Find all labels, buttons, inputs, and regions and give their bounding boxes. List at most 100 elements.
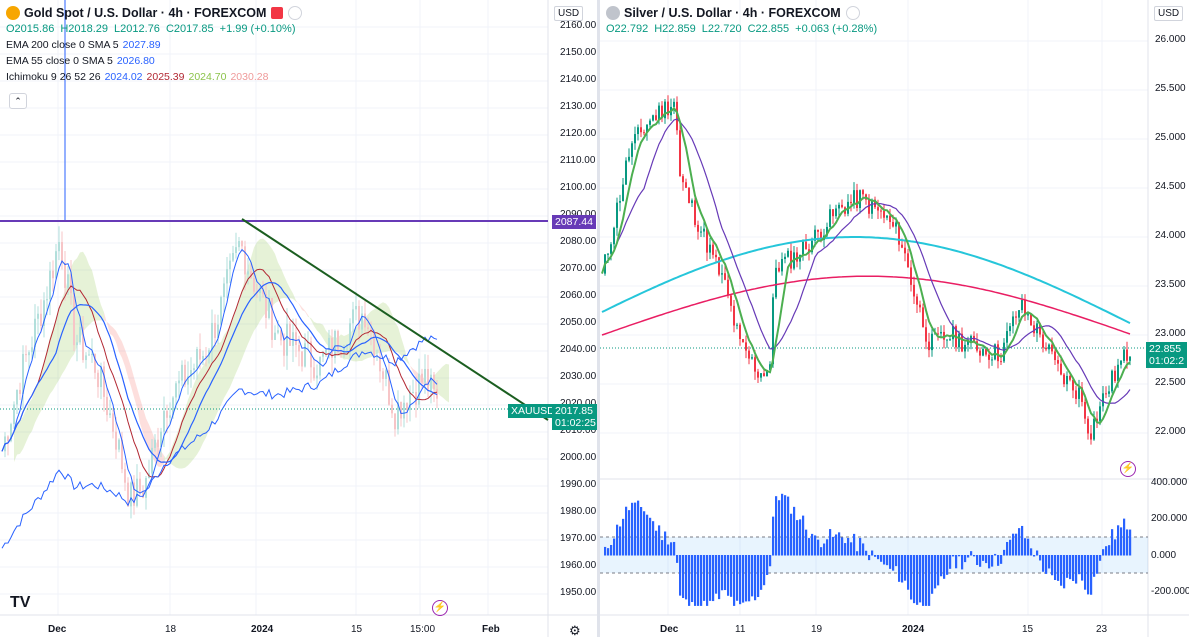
ichimoku-cloud (299, 303, 302, 311)
histogram-bar (661, 540, 664, 556)
silver-close: C22.855 (747, 23, 790, 35)
ichimoku-cloud (119, 336, 122, 358)
candle-body (931, 333, 933, 351)
candle-body (64, 263, 66, 288)
axis-label: 400.000 (1151, 477, 1188, 488)
ichimoku-cloud (134, 377, 137, 408)
candle-body (43, 300, 45, 326)
histogram-bar (754, 555, 757, 601)
ichimoku-cloud (308, 315, 311, 320)
settings-gear-icon[interactable]: ⚙ (569, 623, 581, 637)
candle-body (184, 364, 186, 385)
axis-label: 0.000 (1151, 549, 1177, 561)
candle-body (409, 392, 411, 411)
histogram-bar (1099, 555, 1102, 561)
ema200-line (1, 335, 438, 549)
ichimoku-cloud (281, 268, 284, 299)
histogram-bar (979, 555, 982, 567)
time-label: Dec (48, 624, 67, 635)
indicator-ema200[interactable]: EMA 200 close 0 SMA 5 2027.89 (6, 37, 302, 53)
histogram-bar (862, 543, 865, 556)
panel-divider[interactable] (597, 0, 600, 637)
silver-currency-button[interactable]: USD (1154, 6, 1184, 21)
time-label: 19 (811, 624, 823, 635)
histogram-bar (1093, 555, 1096, 577)
status-icon[interactable] (845, 6, 860, 20)
flag-icon[interactable] (271, 7, 284, 19)
candle-body (673, 101, 675, 107)
histogram-bar (925, 555, 928, 606)
candle-body (415, 392, 417, 405)
candle-body (1003, 342, 1005, 362)
candle-body (700, 231, 702, 233)
histogram-bar (823, 543, 826, 556)
candle-body (115, 431, 117, 450)
ichimoku-cloud (125, 349, 128, 377)
candle-body (46, 299, 48, 301)
ichimoku-cloud (437, 369, 440, 396)
gold-countdown: 01:02:25 (555, 417, 596, 429)
histogram-bar (883, 555, 886, 565)
indicator-ichimoku[interactable]: Ichimoku 9 26 52 26 2024.02 2025.39 2024… (6, 69, 302, 85)
candle-body (325, 350, 327, 353)
flash-icon[interactable]: ⚡ (432, 600, 448, 616)
ichimoku-cloud (380, 302, 383, 353)
candle-body (1099, 406, 1101, 422)
candle-body (178, 380, 180, 384)
tradingview-logo[interactable]: TV (10, 594, 31, 611)
histogram-bar (712, 555, 715, 602)
candle-body (622, 184, 624, 202)
flash-icon[interactable]: ⚡ (1120, 461, 1136, 477)
candle-body (34, 318, 36, 348)
histogram-bar (1045, 555, 1048, 574)
ichimoku-cloud (206, 353, 209, 438)
candle-body (1006, 331, 1008, 343)
silver-last-price: 22.855 (1149, 343, 1182, 355)
silver-chart-panel[interactable]: Silver / U.S. Dollar · 4h · FOREXCOM O22… (600, 0, 1189, 637)
candle-body (619, 201, 621, 203)
collapse-legend-button[interactable]: ⌃ (9, 93, 27, 109)
gold-title[interactable]: Gold Spot / U.S. Dollar · 4h · FOREXCOM (24, 6, 267, 20)
candle-body (268, 297, 270, 318)
ichimoku-cloud (26, 402, 29, 443)
candle-body (616, 202, 618, 228)
silver-title[interactable]: Silver / U.S. Dollar · 4h · FOREXCOM (624, 6, 841, 20)
gold-currency-button[interactable]: USD (554, 6, 584, 21)
silver-chart-canvas[interactable] (600, 0, 1189, 637)
candle-body (247, 271, 249, 275)
candle-body (70, 274, 72, 294)
ichimoku-cloud (401, 336, 404, 359)
candle-body (805, 241, 807, 250)
ichimoku-cloud (104, 312, 107, 324)
gold-high: H2018.29 (60, 23, 109, 35)
candle-body (133, 482, 135, 506)
histogram-bar (1027, 538, 1030, 556)
histogram-bar (841, 537, 844, 556)
histogram-bar (970, 551, 973, 556)
candle-body (82, 327, 84, 361)
histogram-bar (922, 555, 925, 606)
candle-body (319, 356, 321, 376)
candle-body (610, 244, 612, 254)
ichimoku-cloud (278, 262, 281, 302)
histogram-bar (706, 555, 709, 606)
candle-body (394, 413, 396, 430)
candle-body (328, 337, 330, 351)
indicator-ema55[interactable]: EMA 55 close 0 SMA 5 2026.80 (6, 53, 302, 69)
gold-chart-panel[interactable]: Gold Spot / U.S. Dollar · 4h · FOREXCOM … (0, 0, 597, 637)
candle-body (397, 401, 399, 430)
candle-body (949, 339, 951, 341)
candle-body (916, 296, 918, 305)
candle-body (118, 439, 120, 450)
histogram-bar (811, 533, 814, 556)
candle-body (835, 208, 837, 217)
histogram-bar (1129, 529, 1132, 556)
candle-body (1042, 334, 1044, 348)
ichimoku-cloud (194, 376, 197, 459)
candle-body (400, 401, 402, 419)
status-icon[interactable] (288, 6, 303, 20)
histogram-bar (946, 555, 949, 575)
time-label: 2024 (251, 624, 274, 635)
candle-body (106, 396, 108, 416)
gold-chart-canvas[interactable] (0, 0, 597, 637)
